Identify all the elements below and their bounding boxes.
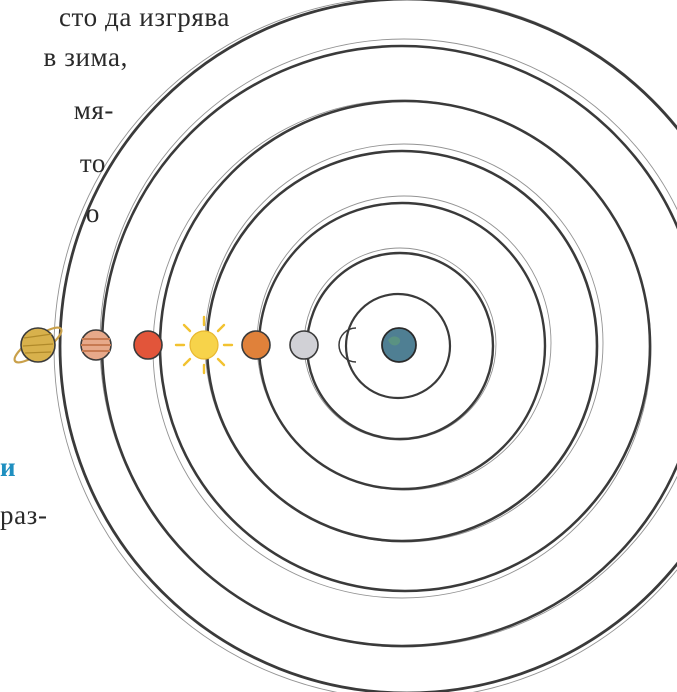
text-line-7: раз- <box>0 500 48 530</box>
text-line-4: то <box>79 148 106 178</box>
sun-icon <box>174 315 234 375</box>
mars-icon <box>133 330 163 360</box>
highlighted-text-fragment: и <box>0 452 17 482</box>
orbit-ring-1 <box>344 292 452 400</box>
earth-icon <box>381 327 417 363</box>
text-line-2: в зима, <box>43 42 128 72</box>
text-line-5: о <box>85 198 100 228</box>
moon-icon <box>338 327 357 363</box>
jupiter-icon <box>80 329 112 361</box>
saturn-icon <box>13 326 63 364</box>
text-line-1: сто да изгрява <box>58 2 230 32</box>
orbit-ring-7 <box>58 0 677 692</box>
mercury-icon <box>289 330 319 360</box>
venus-icon <box>241 330 271 360</box>
text-line-3: мя- <box>73 95 114 125</box>
